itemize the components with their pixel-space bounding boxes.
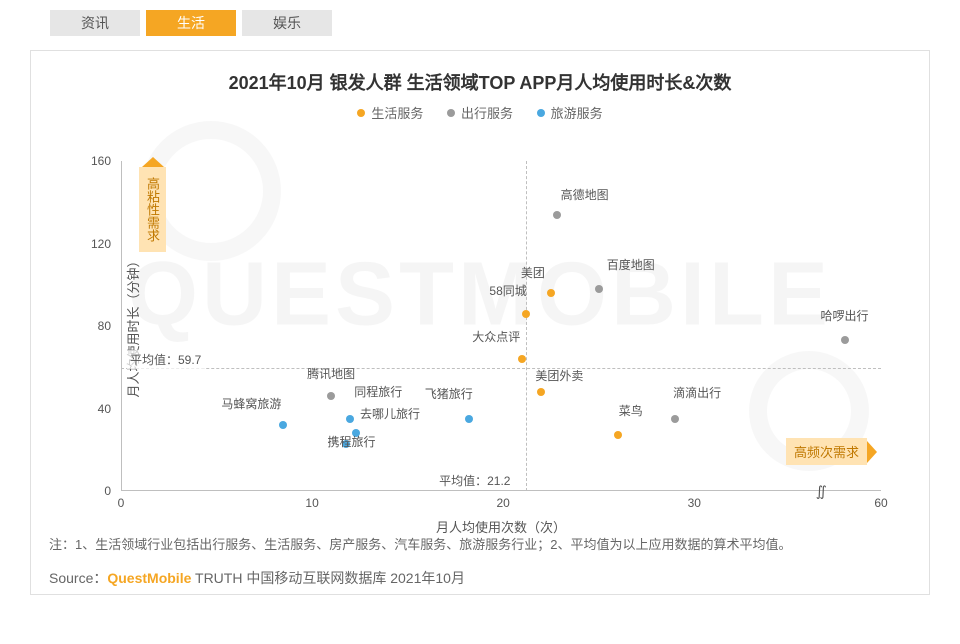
- data-point-label: 大众点评: [472, 328, 520, 345]
- x-axis-title: 月人均使用次数（次）: [436, 517, 566, 536]
- data-point: [841, 336, 849, 344]
- data-point-label: 携程旅行: [327, 432, 375, 449]
- legend-dot-icon: [357, 109, 365, 117]
- legend-label: 生活服务: [371, 103, 423, 122]
- data-point-label: 58同城: [489, 281, 526, 298]
- data-point: [465, 415, 473, 423]
- data-point: [522, 310, 530, 318]
- x-tick-label: 10: [305, 496, 318, 510]
- annotation-high-frequency: 高频次需求: [786, 438, 867, 465]
- annotation-label: 高粘性需求: [143, 177, 162, 242]
- data-point: [279, 421, 287, 429]
- tab-entertainment[interactable]: 娱乐: [242, 10, 332, 36]
- data-point: [614, 431, 622, 439]
- y-tick-label: 160: [71, 154, 111, 168]
- annotation-label: 高频次需求: [794, 442, 859, 461]
- data-point: [671, 415, 679, 423]
- data-point-label: 哈啰出行: [821, 307, 869, 324]
- y-tick-label: 40: [71, 402, 111, 416]
- legend-item-transport: 出行服务: [447, 103, 513, 122]
- y-tick-label: 120: [71, 237, 111, 251]
- chart-notes: 注：1、生活领域行业包括出行服务、生活服务、房产服务、汽车服务、旅游服务行业；2…: [49, 535, 911, 555]
- x-axis-line: [121, 490, 881, 491]
- data-point: [553, 211, 561, 219]
- chart-container: QUESTMOBILE 2021年10月 银发人群 生活领域TOP APP月人均…: [30, 50, 930, 595]
- y-tick-label: 80: [71, 319, 111, 333]
- chart-title: 2021年10月 银发人群 生活领域TOP APP月人均使用时长&次数: [31, 69, 929, 95]
- data-point: [327, 392, 335, 400]
- legend-label: 出行服务: [461, 103, 513, 122]
- tab-life[interactable]: 生活: [146, 10, 236, 36]
- legend-item-tourism: 旅游服务: [537, 103, 603, 122]
- legend: 生活服务 出行服务 旅游服务: [31, 103, 929, 122]
- x-tick-label: 20: [496, 496, 509, 510]
- data-point-label: 菜鸟: [619, 402, 643, 419]
- data-point-label: 美团外卖: [535, 367, 583, 384]
- data-point-label: 腾讯地图: [307, 365, 355, 382]
- y-tick-label: 0: [71, 484, 111, 498]
- y-axis-title: 月人均使用时长（分钟）: [123, 254, 142, 397]
- x-tick-label: 0: [118, 496, 125, 510]
- legend-dot-icon: [447, 109, 455, 117]
- data-point-label: 同程旅行: [354, 383, 402, 400]
- legend-label: 旅游服务: [551, 103, 603, 122]
- data-point-label: 百度地图: [607, 256, 655, 273]
- tab-news[interactable]: 资讯: [50, 10, 140, 36]
- source-line: Source：QuestMobile TRUTH 中国移动互联网数据库 2021…: [49, 568, 465, 588]
- arrow-up-icon: [142, 157, 164, 167]
- avg-x-line: [526, 161, 527, 491]
- data-point: [518, 355, 526, 363]
- data-point: [537, 388, 545, 396]
- y-axis-line: [121, 161, 122, 491]
- avg-y-line: [121, 368, 881, 369]
- axis-break-icon: ∬: [816, 483, 827, 500]
- arrow-right-icon: [867, 441, 877, 463]
- data-point: [346, 415, 354, 423]
- avg-x-label: 平均值：21.2: [436, 471, 513, 490]
- x-tick-label: 60: [874, 496, 887, 510]
- avg-y-label: 平均值：59.7: [127, 350, 204, 369]
- data-point: [547, 289, 555, 297]
- data-point-label: 马蜂窝旅游: [221, 395, 281, 412]
- data-point-label: 去哪儿旅行: [360, 405, 420, 422]
- data-point-label: 滴滴出行: [673, 384, 721, 401]
- source-brand: QuestMobile: [107, 570, 191, 586]
- source-suffix: TRUTH 中国移动互联网数据库 2021年10月: [191, 570, 465, 586]
- data-point-label: 高德地图: [561, 185, 609, 202]
- data-point-label: 美团: [521, 264, 545, 281]
- data-point: [595, 285, 603, 293]
- scatter-plot: 月人均使用时长（分钟） 月人均使用次数（次） 高粘性需求 高频次需求 04080…: [121, 161, 881, 491]
- legend-dot-icon: [537, 109, 545, 117]
- source-prefix: Source：: [49, 570, 107, 586]
- annotation-high-stickiness: 高粘性需求: [139, 167, 166, 252]
- x-tick-label: 30: [688, 496, 701, 510]
- data-point-label: 飞猪旅行: [425, 385, 473, 402]
- tabs-bar: 资讯 生活 娱乐: [50, 10, 338, 36]
- legend-item-life: 生活服务: [357, 103, 423, 122]
